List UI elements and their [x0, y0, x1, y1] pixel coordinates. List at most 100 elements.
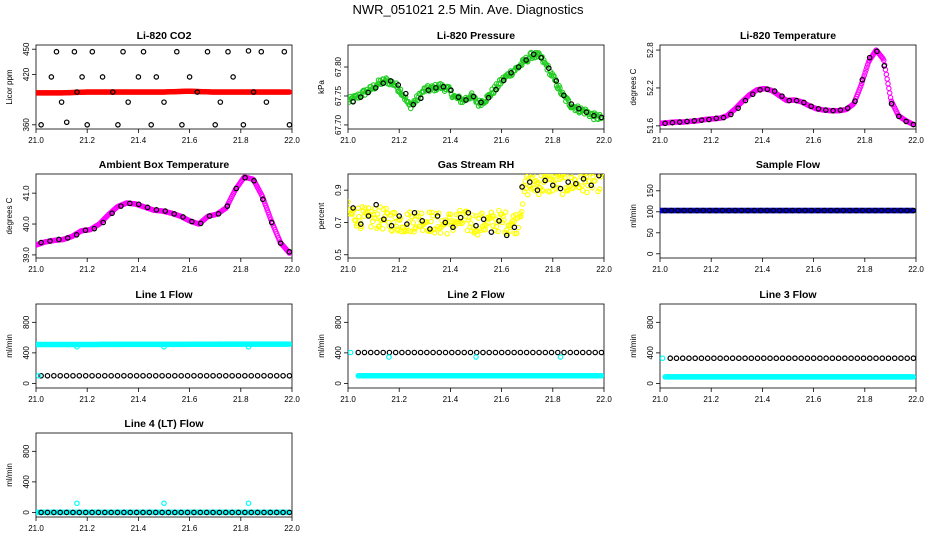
2-5-min-ave-point: [667, 355, 674, 362]
raw-point: [585, 178, 592, 184]
2-5-min-ave-point: [455, 94, 462, 100]
raw-point: [453, 211, 460, 218]
figure-title: NWR_051021 2.5 Min. Ave. Diagnostics: [352, 2, 584, 17]
2-5-min-ave-point: [873, 355, 879, 362]
2-5-min-ave-point: [217, 99, 224, 105]
y-tick-label: 67.75: [334, 85, 343, 106]
y-tick-label: 400: [22, 346, 31, 360]
2-5-min-ave-point: [698, 117, 705, 123]
2-5-min-ave-point: [224, 203, 231, 209]
raw-point: [886, 85, 892, 92]
2-5-min-ave-point: [165, 372, 172, 379]
2-5-min-ave-point: [488, 229, 495, 235]
x-tick-label: 22.0: [284, 265, 300, 274]
x-tick-label: 21.4: [443, 395, 459, 404]
2-5-min-ave-point: [365, 213, 372, 219]
2-5-min-ave-point: [754, 355, 761, 362]
2-5-min-ave-point: [171, 211, 177, 217]
chart-title: Sample Flow: [756, 159, 821, 171]
2-5-min-ave-point: [229, 372, 235, 379]
raw-point: [431, 229, 438, 236]
raw-point: [479, 210, 485, 217]
outliers-point: [74, 343, 80, 350]
2-5-min-ave-point: [860, 355, 867, 362]
2-5-min-ave-point: [904, 207, 910, 214]
y-axis-label: ml/min: [5, 463, 14, 487]
chart-title: Line 2 Flow: [447, 289, 505, 301]
2-5-min-ave-point: [450, 224, 456, 231]
2-5-min-ave-point: [203, 509, 210, 516]
2-5-min-ave-point: [203, 372, 210, 379]
2-5-min-ave-point: [829, 355, 836, 362]
2-5-min-ave-point: [365, 89, 371, 96]
2-5-min-ave-point: [872, 207, 879, 214]
raw-point: [437, 230, 444, 236]
2-5-min-ave-point: [802, 207, 809, 214]
2-5-min-ave-point: [242, 174, 248, 181]
2-5-min-ave-point: [588, 182, 595, 189]
2-5-min-ave-point: [879, 355, 886, 362]
2-5-min-ave-point: [84, 122, 91, 128]
2-5-min-ave-point: [700, 207, 707, 214]
y-tick-label: 0.7: [334, 216, 343, 228]
2-5-min-ave-point: [461, 349, 468, 356]
chart-title: Line 3 Flow: [759, 289, 817, 301]
raw-point: [485, 220, 491, 226]
2-5-min-ave-point: [779, 355, 786, 362]
data-layer: [348, 168, 604, 239]
raw-point: [594, 168, 598, 172]
2-5-min-ave-point: [478, 99, 484, 106]
2-5-min-ave-point: [511, 349, 517, 356]
raw-point: [554, 174, 561, 178]
2-5-min-ave-point: [261, 509, 267, 516]
2-5-min-ave-point: [286, 372, 292, 379]
y-tick-label: 0: [22, 381, 31, 386]
raw-point: [501, 217, 507, 223]
raw-point: [495, 228, 501, 235]
2-5-min-ave-point: [210, 509, 216, 516]
x-tick-label: 21.6: [182, 265, 198, 274]
y-tick-label: 67.80: [334, 56, 343, 77]
raw-point: [588, 174, 593, 175]
2-5-min-ave-point: [53, 48, 60, 55]
2-5-min-ave-point: [598, 349, 604, 356]
2-5-min-ave-point: [56, 236, 62, 243]
chart-li-820-co2: Li-820 CO2 Licor ppm 360 420 450 21.0 21.2 21.4…: [5, 30, 300, 145]
data-layer: [348, 349, 604, 379]
2-5-min-ave-point: [515, 64, 522, 70]
2-5-min-ave-point: [184, 509, 191, 516]
2-5-min-ave-point: [835, 355, 842, 362]
2-5-min-ave-point: [197, 509, 204, 516]
2-5-min-ave-point: [668, 207, 675, 214]
2-5-min-ave-point: [277, 240, 284, 246]
x-tick-label: 22.0: [596, 395, 612, 404]
x-tick-label: 21.6: [494, 395, 510, 404]
x-tick-label: 21.6: [806, 395, 822, 404]
2-5-min-ave-point: [57, 372, 64, 379]
raw-point: [862, 69, 868, 76]
2-5-min-ave-point: [191, 372, 197, 379]
2-5-min-ave-point: [534, 187, 541, 193]
raw-point: [391, 209, 398, 216]
2-5-min-ave-point: [178, 509, 185, 516]
2-5-min-ave-point: [419, 218, 426, 224]
y-tick-label: 800: [334, 315, 343, 329]
2-5-min-ave-point: [793, 97, 800, 104]
2-5-min-ave-point: [57, 509, 64, 516]
2-5-min-ave-point: [470, 93, 477, 100]
outliers-point: [348, 349, 354, 356]
2-5-min-ave-point: [76, 509, 83, 516]
2-5-min-ave-point: [448, 349, 455, 356]
raw-point: [545, 62, 551, 69]
2-5-min-ave-point: [380, 80, 387, 87]
2-5-min-ave-point: [350, 205, 356, 211]
2-5-min-ave-point: [866, 54, 873, 61]
2-5-min-ave-point: [110, 89, 116, 95]
2-5-min-ave-point: [725, 207, 732, 214]
2-5-min-ave-point: [463, 97, 469, 103]
2-5-min-ave-point: [859, 76, 866, 83]
2-5-min-ave-point: [834, 207, 840, 214]
data-layer: [660, 207, 916, 214]
2-5-min-ave-point: [854, 355, 861, 362]
2-5-min-ave-point: [258, 48, 265, 55]
